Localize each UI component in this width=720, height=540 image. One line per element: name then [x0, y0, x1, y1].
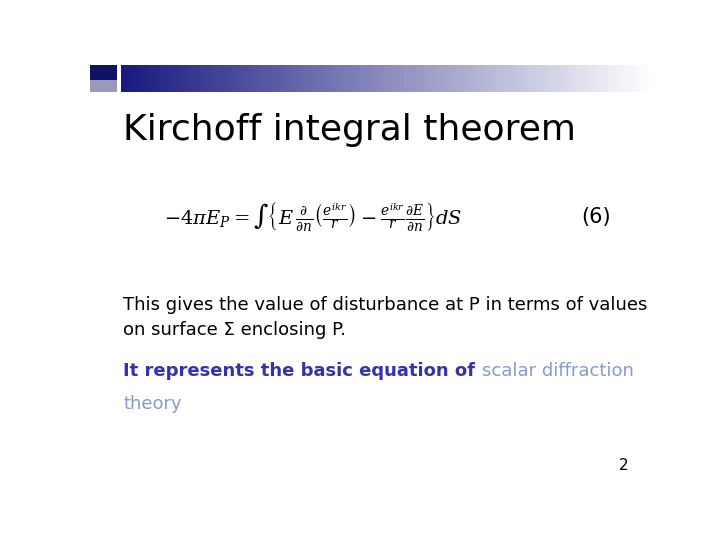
Bar: [562, 65, 570, 92]
Bar: [140, 65, 148, 92]
Bar: [629, 65, 636, 92]
Bar: [153, 65, 161, 92]
Bar: [358, 65, 366, 92]
Bar: [226, 65, 234, 92]
Bar: [503, 65, 510, 92]
Bar: [450, 65, 458, 92]
Bar: [549, 65, 557, 92]
Text: scalar diffraction: scalar diffraction: [482, 362, 634, 380]
Bar: [490, 65, 498, 92]
Bar: [404, 65, 412, 92]
Bar: [207, 65, 214, 92]
Bar: [180, 65, 188, 92]
Text: This gives the value of disturbance at P in terms of values
on surface Σ enclosi: This gives the value of disturbance at P…: [124, 295, 648, 339]
Bar: [595, 65, 603, 92]
Bar: [345, 65, 353, 92]
Bar: [299, 65, 307, 92]
Text: It represents the basic equation of: It represents the basic equation of: [124, 362, 482, 380]
Text: $-4\pi E_P = \int \left\{ E\, \frac{\partial}{\partial n}\left(\frac{e^{ikr}}{r}: $-4\pi E_P = \int \left\{ E\, \frac{\par…: [164, 200, 462, 233]
Bar: [516, 65, 524, 92]
Bar: [615, 65, 623, 92]
Bar: [121, 65, 128, 92]
Bar: [589, 65, 596, 92]
Bar: [253, 65, 260, 92]
Bar: [279, 65, 287, 92]
Bar: [397, 65, 405, 92]
Bar: [193, 65, 201, 92]
Bar: [378, 65, 385, 92]
Bar: [246, 65, 253, 92]
Bar: [312, 65, 320, 92]
Bar: [318, 65, 326, 92]
Bar: [351, 65, 359, 92]
Bar: [213, 65, 220, 92]
Bar: [510, 65, 517, 92]
Bar: [239, 65, 247, 92]
Bar: [338, 65, 346, 92]
Bar: [147, 65, 155, 92]
Bar: [233, 65, 240, 92]
Bar: [582, 65, 590, 92]
Bar: [477, 65, 485, 92]
Bar: [332, 65, 339, 92]
Bar: [161, 65, 168, 92]
Bar: [90, 80, 117, 92]
Bar: [199, 65, 207, 92]
Bar: [134, 65, 142, 92]
Bar: [424, 65, 431, 92]
Bar: [127, 65, 135, 92]
Bar: [437, 65, 445, 92]
Bar: [496, 65, 504, 92]
Bar: [543, 65, 550, 92]
Bar: [464, 65, 471, 92]
Bar: [418, 65, 425, 92]
Bar: [444, 65, 451, 92]
Bar: [556, 65, 564, 92]
Bar: [90, 65, 117, 80]
Bar: [305, 65, 313, 92]
Bar: [569, 65, 577, 92]
Bar: [457, 65, 464, 92]
Bar: [529, 65, 537, 92]
Bar: [536, 65, 544, 92]
Bar: [259, 65, 267, 92]
Bar: [372, 65, 379, 92]
Text: (6): (6): [581, 207, 611, 227]
Bar: [167, 65, 174, 92]
Bar: [325, 65, 333, 92]
Bar: [174, 65, 181, 92]
Bar: [391, 65, 399, 92]
Bar: [364, 65, 372, 92]
Bar: [410, 65, 418, 92]
Bar: [642, 65, 649, 92]
Bar: [186, 65, 194, 92]
Bar: [608, 65, 616, 92]
Bar: [621, 65, 629, 92]
Bar: [431, 65, 438, 92]
Text: 2: 2: [619, 458, 629, 473]
Bar: [384, 65, 392, 92]
Bar: [285, 65, 293, 92]
Bar: [575, 65, 583, 92]
Bar: [635, 65, 642, 92]
Text: theory: theory: [124, 395, 182, 413]
Bar: [292, 65, 300, 92]
Bar: [272, 65, 280, 92]
Bar: [523, 65, 531, 92]
Bar: [220, 65, 228, 92]
Bar: [266, 65, 274, 92]
Bar: [483, 65, 491, 92]
Bar: [602, 65, 610, 92]
Text: Kirchoff integral theorem: Kirchoff integral theorem: [124, 113, 577, 147]
Bar: [470, 65, 478, 92]
